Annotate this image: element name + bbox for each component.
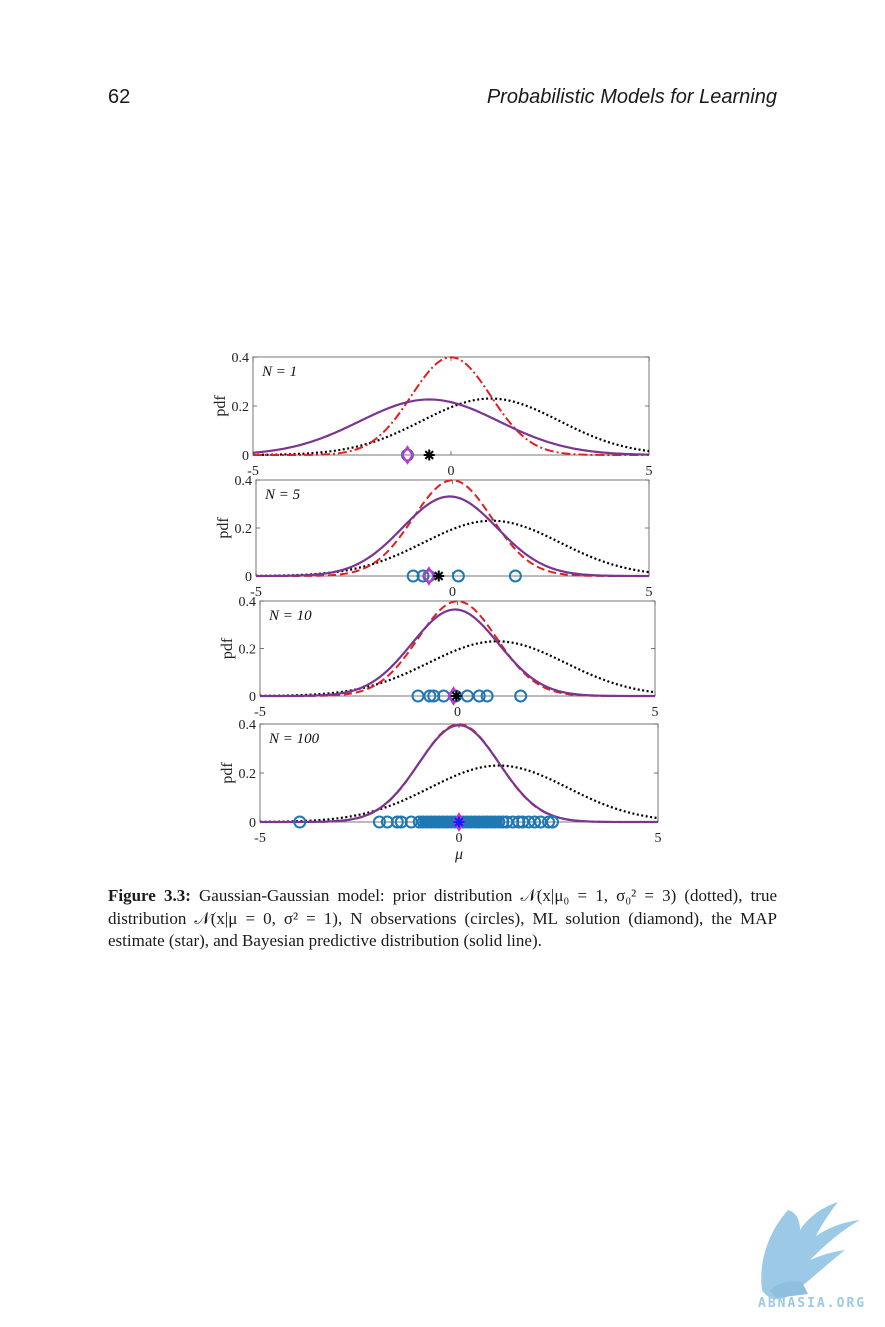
panel-3-observation [427, 689, 441, 703]
panel-3-observation [472, 689, 486, 703]
panel-3-prior-curve [259, 640, 656, 697]
panel-1-xtick-label: 0 [448, 464, 455, 479]
caption-text: Gaussian-Gaussian model: prior distribut… [108, 886, 777, 950]
panel-2-ytick-label: 0.4 [235, 474, 253, 489]
panel-4-prior-curve [259, 764, 659, 823]
panel-2-observation [508, 569, 522, 583]
panel-1-ylabel: pdf [212, 395, 229, 417]
panel-2-ytick-label: 0 [245, 570, 252, 585]
panel-3-true-curve [260, 600, 655, 697]
panel-3-ylabel: pdf [219, 637, 236, 659]
panel-3-label: N = 10 [268, 608, 312, 624]
xlabel: μ [454, 846, 463, 863]
panel-4-xtick-label: -5 [254, 831, 266, 846]
panel-2-ylabel: pdf [215, 517, 232, 539]
panel-4-frame [259, 723, 659, 823]
panel-2-xtick-label: -5 [250, 585, 262, 600]
panel-1-ytick-label: 0.2 [232, 400, 250, 415]
panel-3-frame [259, 600, 656, 697]
panel-2-observation [406, 569, 420, 583]
panel-1-map-star [424, 450, 434, 460]
panel-1-ytick-label: 0.4 [232, 351, 250, 366]
panel-2-label: N = 5 [264, 487, 301, 503]
panel-4-observation [528, 815, 542, 829]
panel-4-observation [546, 815, 560, 829]
panel-2-ml-diamond [422, 566, 436, 586]
griffin-logo [761, 1202, 860, 1300]
panel-1-ytick-label: 0 [242, 449, 249, 464]
panel-4-ytick-label: 0.2 [239, 767, 257, 782]
panel-3-observation [514, 689, 528, 703]
panel-2-prior-curve [255, 519, 650, 577]
panel-3-map-star [451, 691, 461, 701]
panel-1-label: N = 1 [261, 364, 297, 380]
panel-4-xtick-label: 0 [456, 831, 463, 846]
panel-4-label: N = 100 [268, 731, 320, 747]
panel-3-ytick-label: 0 [249, 690, 256, 705]
running-head: 62 Probabilistic Models for Learning [108, 86, 777, 112]
panel-3-ytick-label: 0.4 [239, 595, 257, 610]
caption-label: Figure 3.3: [108, 886, 191, 905]
panel-4-observation [293, 815, 307, 829]
panel-3-xtick-label: 0 [454, 705, 461, 720]
panel-4-observation [506, 815, 520, 829]
panel-2-observation [416, 569, 430, 583]
panel-3-observation [480, 689, 494, 703]
panel-1-xtick-label: 5 [646, 464, 653, 479]
panel-4-map-star [454, 817, 464, 827]
panel-2-ytick-label: 0.2 [235, 522, 253, 537]
panel-3-observation [423, 689, 437, 703]
panel-4-observation [380, 815, 394, 829]
panel-2-xtick-label: 0 [449, 585, 456, 600]
page-number: 62 [108, 86, 131, 108]
panel-4-observation [372, 815, 386, 829]
panel-1-prior-curve [252, 397, 650, 456]
panel-1-true-curve [253, 356, 649, 456]
panel-4-observation [390, 815, 404, 829]
panel-4-ytick-label: 0 [249, 816, 256, 831]
panel-2-map-star [434, 571, 444, 581]
panel-4-predictive-curve [260, 724, 658, 824]
panel-4-observation [394, 815, 408, 829]
figure-caption: Figure 3.3: Gaussian-Gaussian model: pri… [108, 885, 777, 953]
running-title: Probabilistic Models for Learning [486, 86, 777, 108]
panel-3-predictive-curve [260, 608, 655, 698]
panel-4-ylabel: pdf [219, 762, 236, 784]
panel-3-xtick-label: -5 [254, 705, 266, 720]
panel-4-ytick-label: 0.4 [239, 718, 257, 733]
panel-2-frame [255, 479, 650, 577]
panel-1-xtick-label: -5 [247, 464, 259, 479]
panel-4-observation [512, 815, 526, 829]
panel-2-predictive-curve [256, 495, 649, 578]
panel-3-ytick-label: 0.2 [239, 643, 257, 658]
panel-4-xtick-label: 5 [655, 831, 662, 846]
watermark-text: ABNASIA.ORG [758, 1296, 867, 1311]
panel-4-observation [542, 815, 556, 829]
panel-3-xtick-label: 5 [652, 705, 659, 720]
panel-2-xtick-label: 5 [646, 585, 653, 600]
panel-2-true-curve [256, 479, 649, 577]
panel-1-ml-diamond [401, 445, 414, 465]
panel-2-observation [451, 569, 465, 583]
panel-1-predictive-curve [252, 398, 650, 456]
